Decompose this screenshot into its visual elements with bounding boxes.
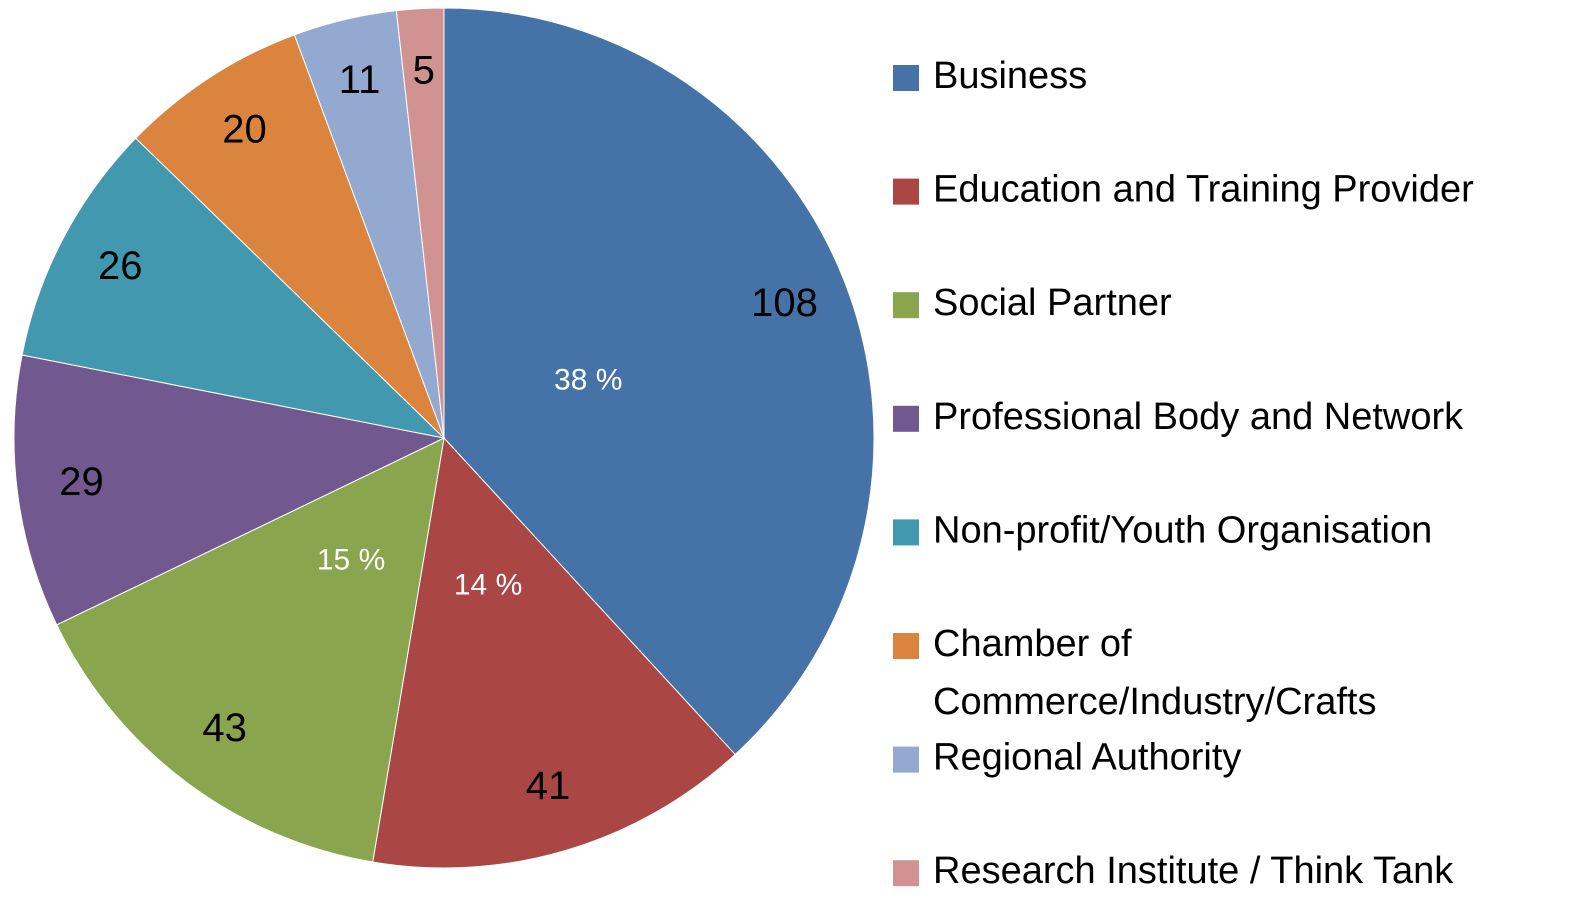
legend-swatch — [893, 860, 919, 887]
pie-slice — [13, 354, 446, 626]
legend-label: Social Partner — [933, 282, 1172, 324]
legend-label: Chamber of Commerce/Industry/Crafts — [933, 623, 1376, 723]
legend-label-line: Commerce/Industry/Crafts — [933, 681, 1376, 723]
legend-label: Professional Body and Network — [933, 396, 1464, 438]
legend-label: Research Institute / Think Tank — [933, 850, 1454, 892]
pie-slice — [372, 436, 736, 869]
legend-swatch — [893, 633, 919, 659]
value-label: 29 — [59, 460, 104, 504]
legend-label: Non-profit/Youth Organisation — [933, 509, 1432, 551]
value-label: 108 — [751, 281, 818, 325]
value-label: 26 — [98, 244, 143, 288]
legend-swatch — [893, 746, 919, 773]
legend-swatch — [893, 178, 919, 205]
legend-swatch — [893, 519, 919, 546]
pie-slice — [395, 7, 445, 439]
legend-swatch — [893, 405, 919, 432]
legend-label-line: Chamber of — [933, 623, 1132, 665]
percent-label: 14 % — [454, 568, 522, 601]
pie-slice — [443, 7, 875, 756]
pie-slice — [135, 34, 445, 439]
percent-label: 15 % — [317, 544, 385, 577]
pie-slice — [21, 137, 446, 439]
value-label: 11 — [339, 58, 381, 102]
pie-slice — [56, 437, 445, 863]
value-label: 41 — [526, 764, 571, 808]
value-label: 20 — [222, 107, 267, 151]
legend-label: Regional Authority — [933, 737, 1241, 779]
value-label: 5 — [413, 49, 435, 93]
legend-swatch — [893, 292, 919, 319]
percent-label: 38 % — [554, 364, 622, 397]
legend-label: Education and Training Provider — [933, 169, 1474, 211]
value-label: 43 — [202, 706, 247, 750]
legend-swatch — [893, 65, 919, 91]
legend-label: Business — [933, 55, 1087, 97]
